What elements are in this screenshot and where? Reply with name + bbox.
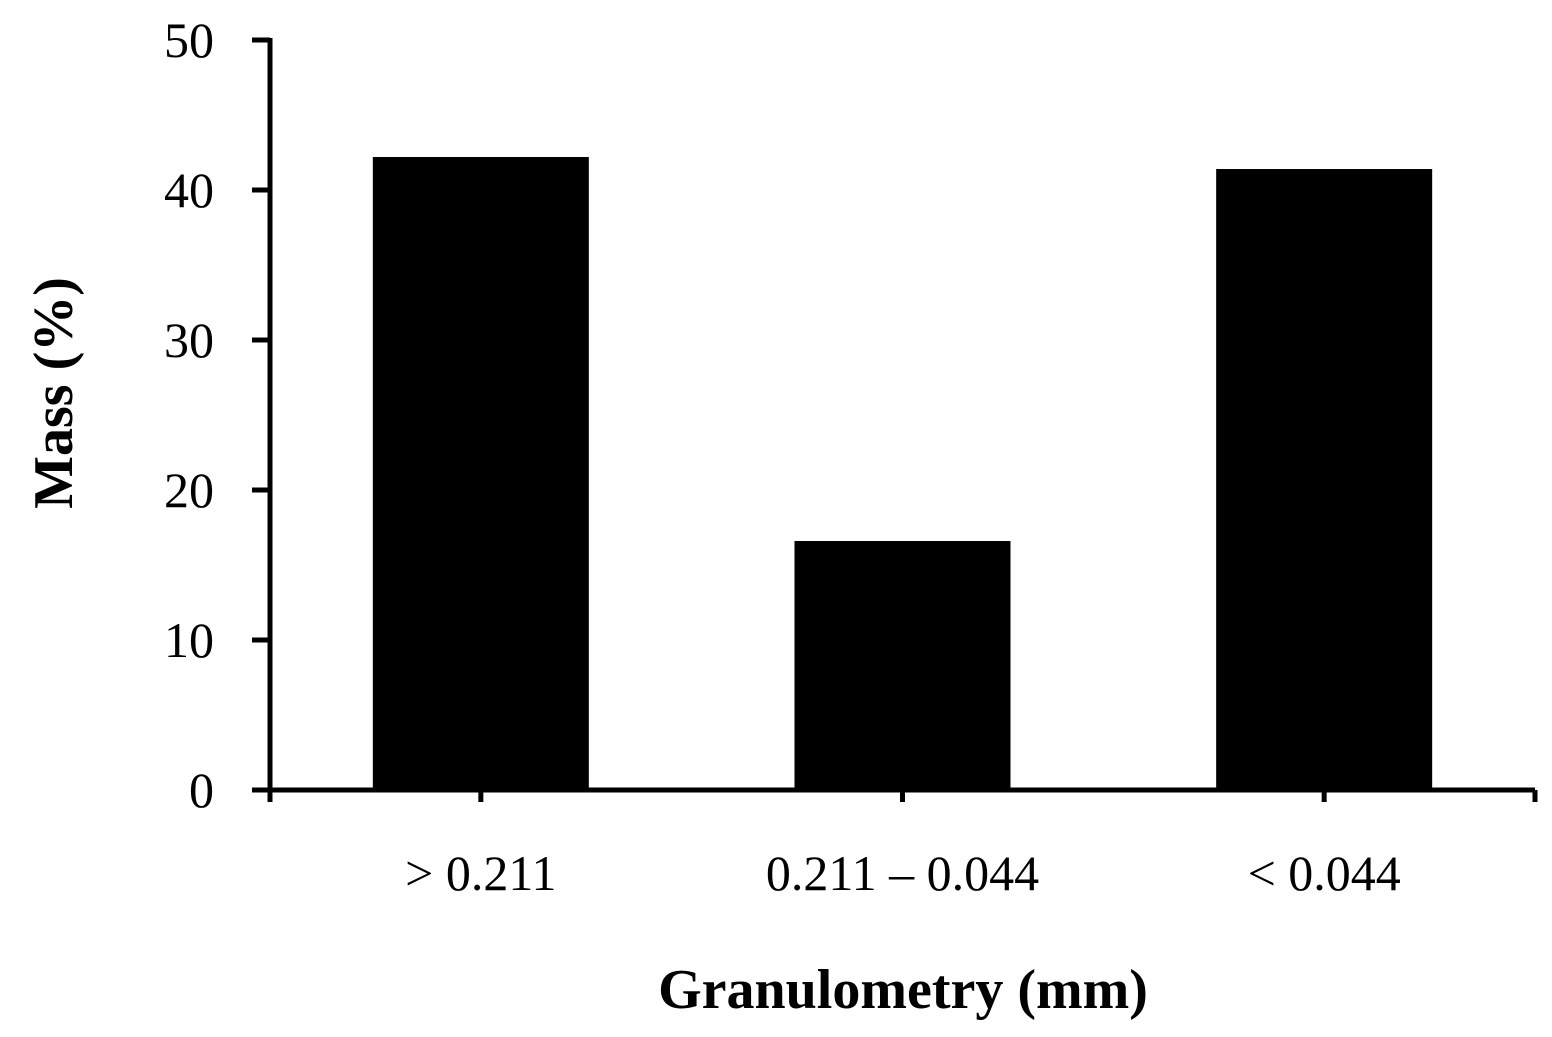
bar (372, 157, 589, 790)
y-tick-label: 0 (189, 762, 214, 818)
x-axis-title: Granulometry (mm) (658, 959, 1148, 1021)
x-tick-label: < 0.044 (1248, 845, 1401, 901)
bars-group (372, 157, 1433, 790)
x-tick-label: > 0.211 (405, 845, 556, 901)
y-tick-label: 20 (164, 462, 214, 518)
y-tick-label: 50 (164, 12, 214, 68)
ticks-group: > 0.211 0.211 – 0.044 < 0.044 0 10 20 30 40 50 (164, 12, 1401, 901)
bar (1216, 169, 1433, 790)
x-tick-label: 0.211 – 0.044 (766, 845, 1039, 901)
bar (794, 541, 1011, 790)
axes-group (252, 37, 1538, 802)
y-tick-label: 30 (164, 312, 214, 368)
y-tick-label: 40 (164, 162, 214, 218)
y-tick-label: 10 (164, 612, 214, 668)
y-axis-title: Mass (%) (23, 277, 85, 509)
